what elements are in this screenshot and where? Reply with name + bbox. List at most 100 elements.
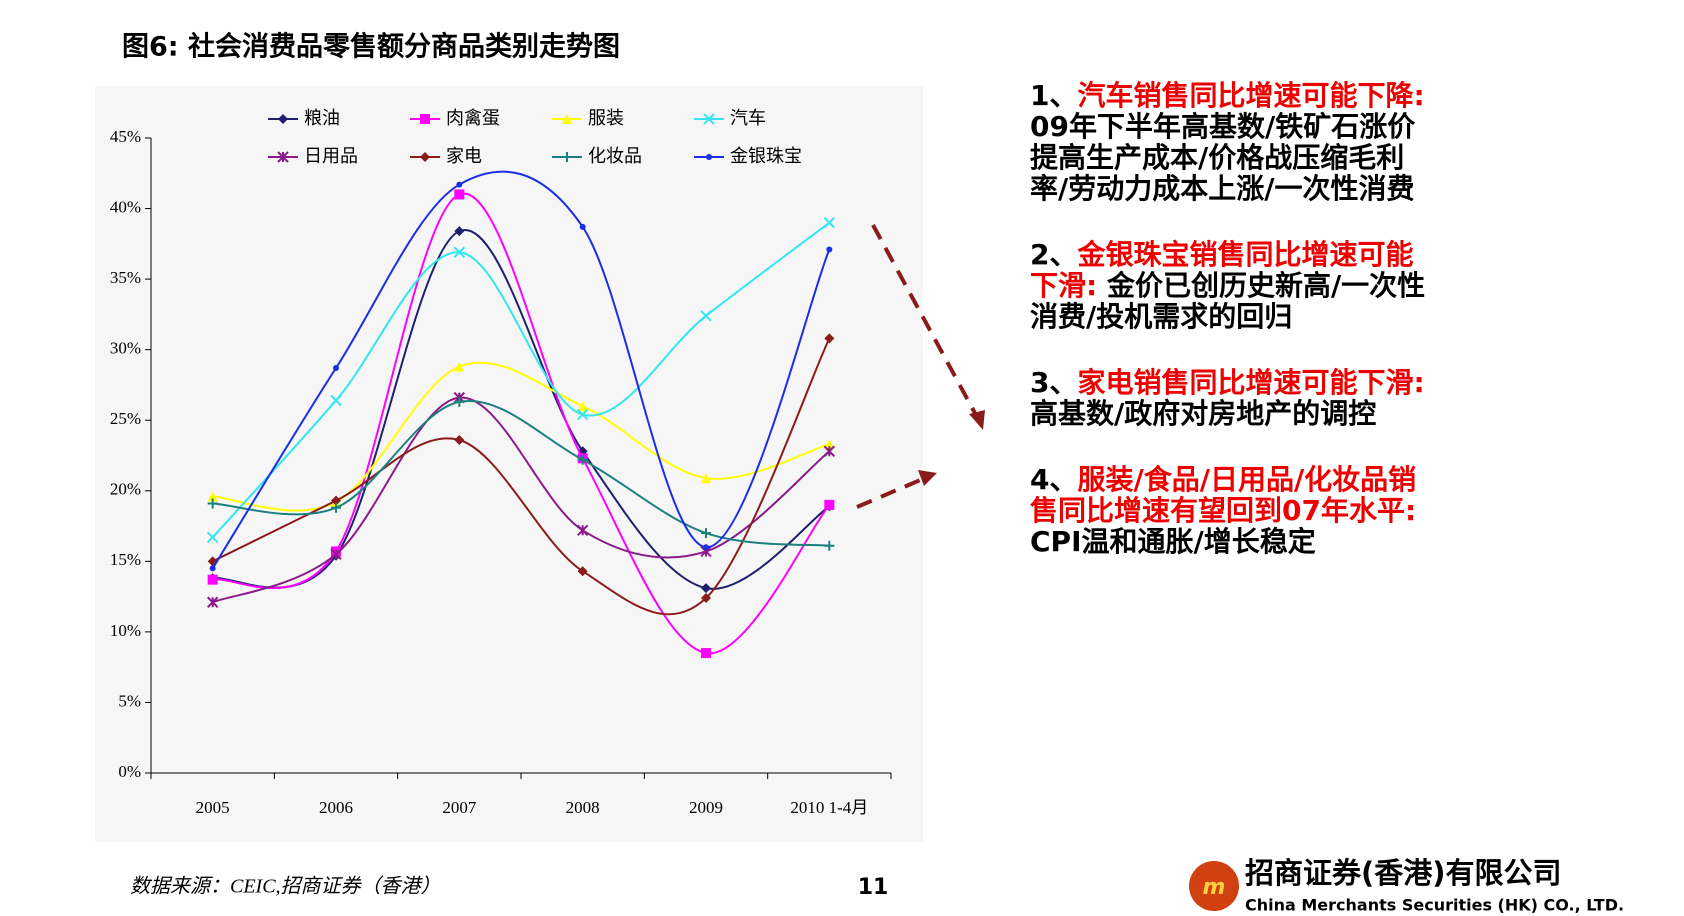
- series-line: [211, 170, 831, 569]
- marker: [701, 583, 711, 594]
- marker: [207, 574, 218, 585]
- marker: [576, 408, 589, 421]
- note-number: 4、: [1030, 463, 1078, 496]
- note-heading: 服装/食品/日用品/化妆品销售同比增速有望回到07年水平:: [1030, 463, 1417, 527]
- marker: [703, 113, 715, 125]
- legend-label: 家电: [446, 146, 482, 167]
- logo-mark: m: [1203, 875, 1226, 900]
- marker: [824, 439, 835, 450]
- marker: [453, 246, 466, 259]
- legend-label: 汽车: [730, 108, 766, 129]
- x-tick-label: 2008: [566, 798, 600, 817]
- y-tick-label: 20%: [110, 480, 141, 499]
- marker: [454, 434, 465, 445]
- marker: [562, 152, 572, 162]
- marker: [206, 596, 219, 608]
- note-heading: 家电销售同比增速可能下滑:: [1077, 366, 1425, 399]
- y-tick-label: 45%: [110, 127, 141, 146]
- marker: [207, 498, 218, 509]
- note-body: CPI温和通胀/增长稳定: [1030, 525, 1316, 558]
- marker: [420, 152, 430, 162]
- marker: [577, 566, 588, 577]
- legend-label: 粮油: [304, 108, 340, 129]
- marker: [703, 544, 709, 551]
- x-tick-label: 2005: [196, 798, 230, 817]
- arrow: [871, 224, 985, 429]
- note-body: 09年下半年高基数/铁矿石涨价提高生产成本/价格战压缩毛利率/劳动力成本上涨/一…: [1030, 110, 1416, 205]
- y-tick-label: 0%: [118, 762, 141, 781]
- logo-icon: [1189, 861, 1239, 911]
- marker: [824, 499, 835, 510]
- company-en: China Merchants Securities (HK) CO., LTD…: [1245, 896, 1624, 915]
- marker: [700, 310, 712, 322]
- marker: [456, 181, 463, 188]
- source: 数据来源：CEIC,招商证券（香港）: [130, 875, 441, 898]
- marker: [330, 548, 342, 560]
- x-tick-label: 2009: [689, 798, 723, 817]
- note-body: 高基数/政府对房地产的调控: [1030, 397, 1377, 430]
- marker: [420, 114, 430, 124]
- note-number: 1、: [1030, 79, 1078, 112]
- legend-label: 日用品: [304, 146, 358, 167]
- marker: [701, 528, 711, 539]
- marker: [577, 454, 588, 465]
- marker: [823, 445, 836, 457]
- x-tick-label: 2006: [319, 798, 353, 817]
- marker: [330, 394, 342, 407]
- note: 1、汽车销售同比增速可能下降: 09年下半年高基数/铁矿石涨价提高生产成本/价格…: [1030, 80, 1430, 204]
- legend-label: 服装: [588, 108, 624, 129]
- arrow-head: [969, 410, 985, 430]
- arrow-head: [918, 470, 937, 486]
- note: 2、金银珠宝销售同比增速可能下滑: 金价已创历史新高/一次性消费/投机需求的回归: [1030, 239, 1430, 332]
- notes: 1、汽车销售同比增速可能下降: 09年下半年高基数/铁矿石涨价提高生产成本/价格…: [1030, 80, 1430, 592]
- marker: [576, 524, 589, 536]
- marker: [824, 540, 835, 551]
- legend-label: 化妆品: [588, 146, 642, 167]
- marker: [706, 154, 712, 160]
- series-line: [212, 399, 830, 547]
- marker: [454, 396, 465, 407]
- note-heading: 汽车销售同比增速可能下降:: [1077, 79, 1425, 112]
- marker: [277, 151, 289, 163]
- marker: [701, 648, 711, 659]
- y-tick-label: 10%: [110, 621, 141, 640]
- arrow: [856, 476, 926, 509]
- y-tick-label: 30%: [110, 339, 141, 358]
- note-heading: 金银珠宝销售同比增速可能下滑:: [1030, 238, 1414, 302]
- legend-label: 肉禽蛋: [446, 108, 500, 129]
- company-cn: 招商证券(香港)有限公司: [1245, 856, 1562, 890]
- legend-label: 金银珠宝: [730, 146, 802, 167]
- marker: [577, 401, 588, 412]
- y-tick-label: 15%: [110, 550, 141, 569]
- marker: [278, 114, 288, 124]
- slide-title: 图6: 社会消费品零售额分商品类别走势图: [122, 31, 620, 63]
- x-tick-label: 2007: [442, 798, 477, 817]
- marker: [454, 361, 465, 372]
- note-number: 3、: [1030, 366, 1078, 399]
- note-body: 金价已创历史新高/一次性消费/投机需求的回归: [1030, 269, 1426, 333]
- marker: [454, 226, 465, 237]
- marker: [701, 473, 711, 484]
- marker: [824, 333, 835, 344]
- y-tick-label: 5%: [118, 691, 141, 710]
- note: 4、服装/食品/日用品/化妆品销售同比增速有望回到07年水平: CPI温和通胀/…: [1030, 464, 1430, 557]
- y-tick-label: 40%: [110, 197, 141, 216]
- marker: [579, 223, 586, 230]
- marker: [333, 365, 339, 372]
- note-number: 2、: [1030, 238, 1078, 271]
- marker: [562, 114, 572, 124]
- y-tick-label: 25%: [110, 409, 141, 428]
- page-number: 11: [858, 875, 889, 900]
- marker: [701, 593, 711, 604]
- x-tick-label: 2010 1-4月: [790, 798, 868, 817]
- marker: [826, 246, 833, 253]
- marker: [331, 502, 341, 513]
- marker: [823, 216, 836, 229]
- note: 3、家电销售同比增速可能下滑: 高基数/政府对房地产的调控: [1030, 367, 1430, 429]
- marker: [206, 531, 219, 544]
- marker: [454, 189, 465, 200]
- marker: [331, 495, 341, 506]
- chart-background: [95, 86, 923, 842]
